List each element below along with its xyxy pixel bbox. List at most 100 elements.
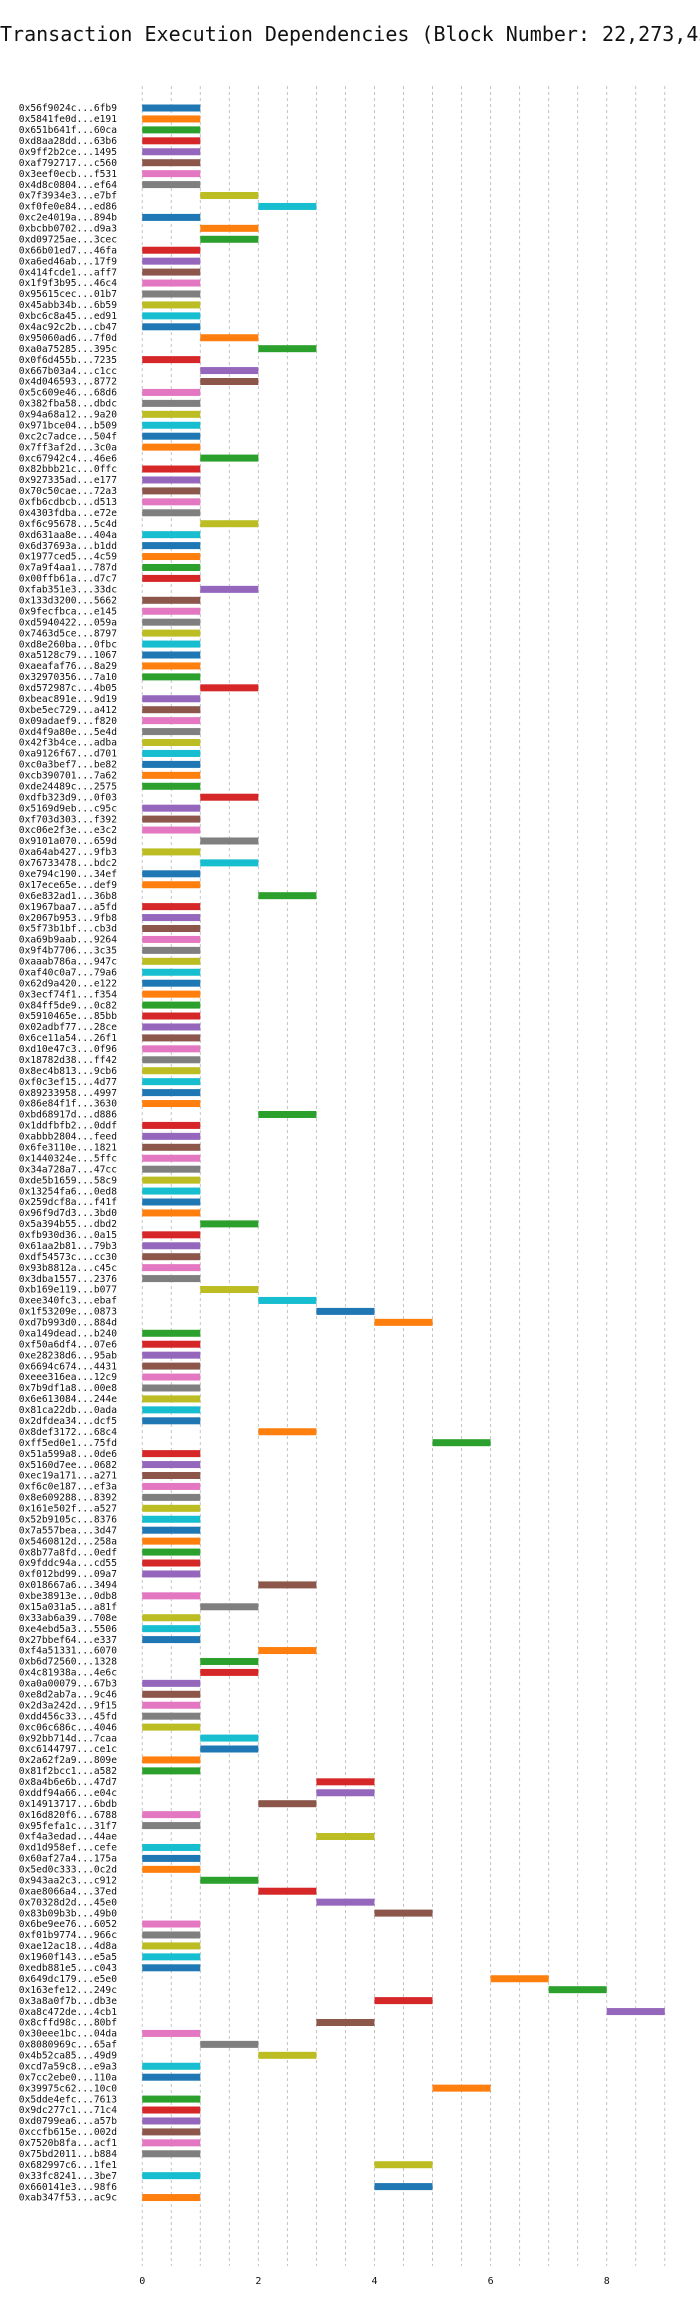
y-tick-labels: 0x56f9024c...6fb90x5841fe0d...e1910x651b…: [19, 103, 117, 2204]
transaction-bar: [142, 1340, 201, 1348]
transaction-label: 0xbcbb0702...d9a3: [19, 224, 117, 235]
transaction-bar: [142, 1843, 201, 1851]
transaction-label: 0x96f9d7d3...3bd0: [19, 1208, 117, 1219]
transaction-label: 0x8080969c...65af: [19, 2040, 117, 2051]
transaction-bar: [142, 728, 201, 736]
transaction-bar: [142, 1964, 201, 1972]
transaction-label: 0x70c50cae...72a3: [19, 486, 117, 497]
transaction-label: 0xd7b993d0...884d: [19, 1318, 117, 1329]
transaction-bar: [142, 290, 201, 298]
transaction-label: 0x82bbb21c...0ffc: [19, 464, 117, 475]
transaction-bar: [142, 388, 201, 396]
transaction-label: 0xedb881e5...c043: [19, 1963, 117, 1974]
transaction-bar: [142, 323, 201, 331]
grid-lines: [141, 86, 666, 2266]
transaction-bar: [142, 1690, 201, 1698]
transaction-bar: [142, 1592, 201, 1600]
transaction-label: 0x2067b953...9fb8: [19, 913, 117, 924]
transaction-bar: [142, 1242, 201, 1250]
transaction-label: 0xf4a3edad...44ae: [19, 1832, 117, 1843]
transaction-bar: [316, 1898, 375, 1906]
transaction-bar: [200, 684, 259, 692]
transaction-bar: [142, 137, 201, 145]
transaction-label: 0xa6ed46ab...17f9: [19, 256, 117, 267]
transaction-bar: [200, 837, 259, 845]
transaction-bar: [142, 1482, 201, 1490]
transaction-label: 0x133d3200...5662: [19, 596, 117, 607]
transaction-label: 0xab347f53...ac9c: [19, 2193, 117, 2204]
transaction-label: 0x62d9a420...e122: [19, 978, 117, 989]
transaction-bar: [142, 968, 201, 976]
transaction-bar: [142, 1384, 201, 1392]
transaction-bar: [142, 1198, 201, 1206]
transaction-label: 0xc0a3bef7...be82: [19, 760, 117, 771]
transaction-bar: [142, 1121, 201, 1129]
transaction-label: 0x4ac92c2b...cb47: [19, 322, 117, 333]
transaction-bar: [142, 1679, 201, 1687]
transaction-bar: [200, 1734, 259, 1742]
transaction-bar: [142, 115, 201, 123]
transaction-label: 0x95615cec...01b7: [19, 289, 117, 300]
transaction-bar: [142, 104, 201, 112]
transaction-bar: [142, 356, 201, 364]
transaction-bar: [142, 607, 201, 615]
transaction-label: 0xd631aa8e...404a: [19, 530, 117, 541]
transaction-bar: [258, 1581, 317, 1589]
transaction-bar: [142, 2062, 201, 2070]
transaction-label: 0xf6c0e187...ef3a: [19, 1482, 117, 1493]
transaction-bar: [142, 1515, 201, 1523]
transaction-label: 0xa0a00079...67b3: [19, 1679, 117, 1690]
transaction-label: 0x95060ad6...7f0d: [19, 333, 117, 344]
transaction-label: 0x95fefa1c...31f7: [19, 1821, 117, 1832]
transaction-label: 0x5a394b55...dbd2: [19, 1219, 117, 1230]
transaction-bar: [490, 1975, 549, 1983]
transaction-label: 0x9ff2b2ce...1495: [19, 147, 117, 158]
transaction-bar: [142, 257, 201, 265]
transaction-bar: [200, 520, 259, 528]
transaction-bar: [374, 1909, 433, 1917]
transaction-bar: [200, 454, 259, 462]
transaction-label: 0xaf40c0a7...79a6: [19, 967, 117, 978]
transaction-label: 0x4d046593...8772: [19, 377, 117, 388]
transaction-label: 0x2d3a242d...9f15: [19, 1700, 117, 1711]
transaction-label: 0x4d8c0804...ef64: [19, 180, 117, 191]
transaction-bar: [142, 1034, 201, 1042]
transaction-label: 0x83b09b3b...49b0: [19, 1908, 117, 1919]
transaction-label: 0x5dde4efc...7613: [19, 2094, 117, 2105]
transaction-bar: [374, 2161, 433, 2169]
transaction-label: 0x667b03a4...c1cc: [19, 366, 117, 377]
transaction-label: 0x39975c62...10c0: [19, 2083, 117, 2094]
transaction-bar: [316, 1833, 375, 1841]
transaction-bar: [142, 903, 201, 911]
transaction-bar: [258, 202, 317, 210]
transaction-label: 0xe8d2ab7a...9c46: [19, 1690, 117, 1701]
transaction-bar: [258, 345, 317, 353]
transaction-bar: [142, 432, 201, 440]
transaction-bar: [142, 1811, 201, 1819]
transaction-bar: [142, 1712, 201, 1720]
transaction-bar: [142, 662, 201, 670]
transaction-label: 0xd8e260ba...0fbc: [19, 639, 117, 650]
transaction-label: 0x660141e3...98f6: [19, 2182, 117, 2193]
transaction-label: 0xae12ac18...4d8a: [19, 1941, 117, 1952]
transaction-label: 0x5c609e46...68d6: [19, 388, 117, 399]
transaction-bar: [142, 181, 201, 189]
transaction-bar: [142, 2128, 201, 2136]
transaction-label: 0xf4a51331...6070: [19, 1646, 117, 1657]
transaction-bar: [142, 1395, 201, 1403]
transaction-label: 0x8b77a8fd...0edf: [19, 1547, 117, 1558]
transaction-label: 0x14913717...6bdb: [19, 1799, 117, 1810]
transaction-label: 0xf01b9774...966c: [19, 1930, 117, 1941]
transaction-bar: [142, 1165, 201, 1173]
transaction-label: 0xd1d958ef...cefe: [19, 1843, 117, 1854]
transaction-label: 0x7463d5ce...8797: [19, 628, 117, 639]
transaction-bar: [200, 793, 259, 801]
transaction-label: 0x0f6d455b...7235: [19, 355, 117, 366]
transaction-label: 0x6ce11a54...26f1: [19, 1033, 117, 1044]
transaction-label: 0x45abb34b...6b59: [19, 300, 117, 311]
transaction-bar: [142, 213, 201, 221]
transaction-bar: [142, 946, 201, 954]
transaction-bar: [142, 1570, 201, 1578]
transaction-bar: [142, 1537, 201, 1545]
